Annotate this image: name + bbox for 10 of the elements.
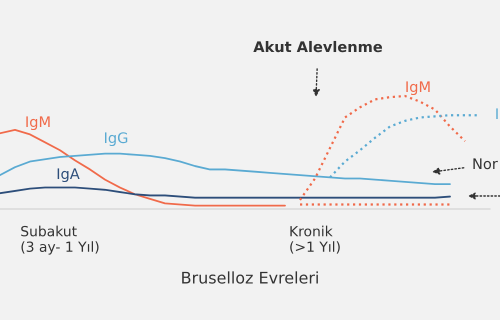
- series-label: IgA: [58, 168, 80, 182]
- text: Akut Alevlenme: [253, 40, 382, 52]
- annotation: Nor: [473, 158, 498, 170]
- x-tick-label: Subakut (3 ay- 1 Yıl): [21, 226, 99, 255]
- series-label: I: [496, 108, 498, 120]
- x-tick-label: Kronik (>1 Yıl): [290, 226, 340, 254]
- series-label: IgM: [406, 81, 430, 96]
- series-label: IgM: [26, 116, 50, 130]
- series-label: IgG: [105, 132, 128, 146]
- x-axis-title: Bruselloz Evreleri: [182, 271, 318, 284]
